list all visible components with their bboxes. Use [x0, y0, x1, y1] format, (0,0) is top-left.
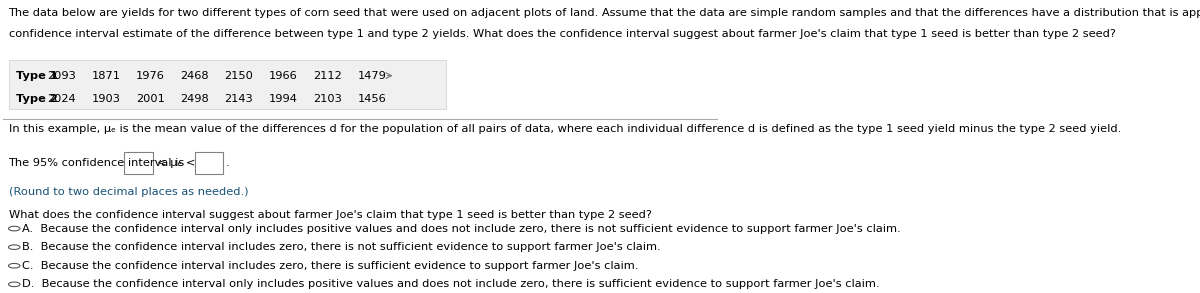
Text: In this example, μₑ is the mean value of the differences d for the population of: In this example, μₑ is the mean value of… — [8, 124, 1121, 134]
Text: 2468: 2468 — [180, 71, 209, 81]
Text: A.  Because the confidence interval only includes positive values and does not i: A. Because the confidence interval only … — [22, 224, 901, 234]
Text: The data below are yields for two different types of corn seed that were used on: The data below are yields for two differ… — [8, 8, 1200, 18]
Bar — [125, 152, 154, 173]
Text: (Round to two decimal places as needed.): (Round to two decimal places as needed.) — [8, 187, 248, 197]
Text: 2103: 2103 — [313, 93, 342, 103]
Text: 2093: 2093 — [47, 71, 76, 81]
Text: 1903: 1903 — [91, 93, 120, 103]
Text: Type 2: Type 2 — [16, 93, 58, 103]
Text: 1479: 1479 — [358, 71, 386, 81]
Text: B.  Because the confidence interval includes zero, there is not sufficient evide: B. Because the confidence interval inclu… — [22, 242, 661, 252]
Text: 2112: 2112 — [313, 71, 342, 81]
Text: 2143: 2143 — [224, 93, 253, 103]
Text: 2498: 2498 — [180, 93, 209, 103]
Bar — [194, 152, 223, 173]
Text: 1976: 1976 — [136, 71, 164, 81]
Text: What does the confidence interval suggest about farmer Joe's claim that type 1 s: What does the confidence interval sugges… — [8, 210, 652, 220]
Text: 1456: 1456 — [358, 93, 386, 103]
Text: Type 1: Type 1 — [16, 71, 58, 81]
Text: The 95% confidence interval is: The 95% confidence interval is — [8, 158, 185, 168]
Text: 2150: 2150 — [224, 71, 253, 81]
Text: 1994: 1994 — [269, 93, 298, 103]
Text: D.  Because the confidence interval only includes positive values and does not i: D. Because the confidence interval only … — [22, 279, 880, 289]
Text: < μₑ <: < μₑ < — [157, 158, 196, 168]
Text: confidence interval estimate of the difference between type 1 and type 2 yields.: confidence interval estimate of the diff… — [8, 28, 1115, 38]
Text: 1966: 1966 — [269, 71, 298, 81]
Text: C.  Because the confidence interval includes zero, there is sufficient evidence : C. Because the confidence interval inclu… — [22, 261, 638, 271]
Text: 2001: 2001 — [136, 93, 164, 103]
Bar — [8, 60, 446, 108]
Text: 2024: 2024 — [47, 93, 76, 103]
Text: 1871: 1871 — [91, 71, 120, 81]
Text: .: . — [226, 158, 229, 168]
